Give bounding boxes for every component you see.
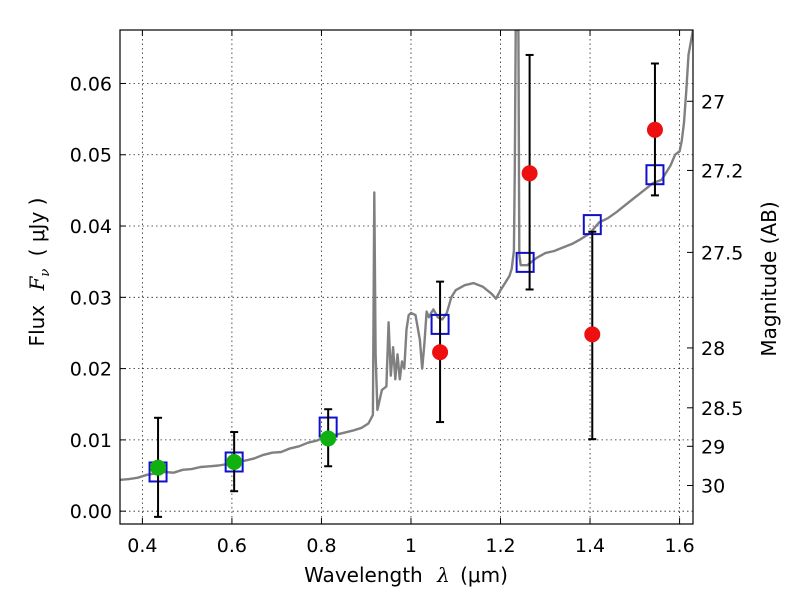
right-tick-label: 28.5: [701, 398, 743, 420]
y-tick-label: 0.00: [70, 501, 112, 523]
plot-frame: [119, 29, 694, 525]
x-tick-label: 1.2: [485, 535, 515, 557]
x-tick-label: 0.6: [217, 535, 247, 557]
y-axis-label: Flux Fν ( μJy ): [25, 198, 54, 347]
x-tick-label: 1: [405, 535, 417, 557]
nir-point: [432, 344, 449, 361]
right-tick-label: 27: [701, 91, 725, 113]
right-tick-label: 28: [701, 338, 725, 360]
nir-point: [646, 121, 663, 138]
y-tick-label: 0.05: [70, 145, 112, 167]
detection-point: [320, 430, 337, 447]
right-tick-label: 29: [701, 436, 725, 458]
points-layer: [148, 53, 665, 518]
x-tick-label: 1.4: [575, 535, 605, 557]
nir-point: [584, 326, 601, 343]
spectrum-line: [120, 30, 693, 481]
nir-point: [521, 165, 538, 182]
y-tick-label: 0.03: [70, 287, 112, 309]
y-tick-label: 0.02: [70, 359, 112, 381]
y-tick-label: 0.04: [70, 216, 112, 238]
model-square: [515, 251, 535, 273]
y-tick-label: 0.06: [70, 73, 112, 95]
right-tick-label: 27.5: [701, 242, 743, 264]
right-tick-label: 27.2: [701, 160, 743, 182]
x-axis-label: Wavelength λ (μm): [304, 563, 508, 587]
detection-point: [150, 459, 167, 476]
x-tick-label: 1.6: [664, 535, 694, 557]
detection-point: [226, 453, 243, 470]
spectrum-layer: [120, 30, 693, 481]
x-tick-label: 0.8: [306, 535, 336, 557]
ticks-layer: 0.4 0.6 0.8 1 1.2 1.4 1.6 0.00 0.01 0.02 0.03 0.04 0…: [70, 30, 743, 557]
y-tick-label: 0.01: [70, 430, 112, 452]
right-axis-label: Magnitude (AB): [757, 201, 781, 356]
x-tick-label: 0.4: [127, 535, 157, 557]
right-tick-label: 30: [701, 476, 725, 498]
